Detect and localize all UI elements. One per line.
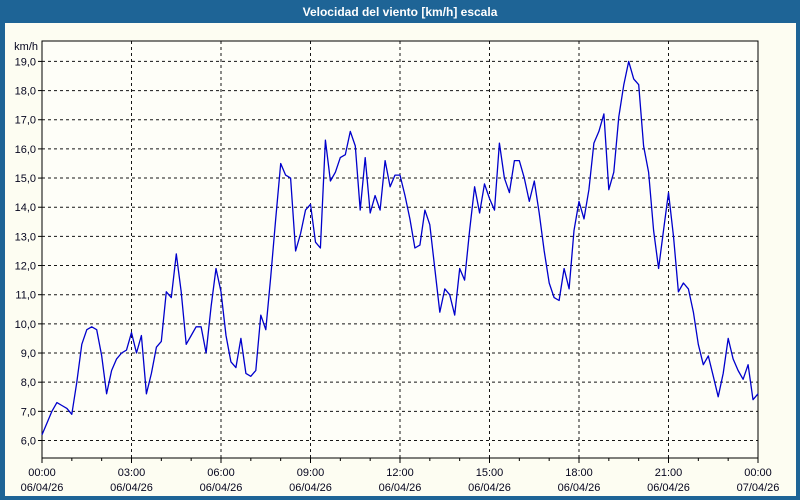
y-axis-unit-label: km/h (14, 41, 38, 53)
x-axis-time-label: 06:00 (207, 467, 235, 479)
y-axis-label: 17,0 (15, 115, 36, 127)
y-axis-label: 19,0 (15, 56, 36, 68)
plot-border (41, 40, 759, 459)
y-axis-label: 10,0 (15, 319, 36, 331)
x-axis-date-label: 06/04/26 (558, 482, 601, 494)
wind-speed-line (41, 60, 759, 435)
x-axis-date-label: 06/04/26 (468, 482, 511, 494)
x-axis-time-label: 18:00 (565, 467, 593, 479)
plot-area (42, 41, 758, 458)
x-axis-time-label: 00:00 (28, 467, 56, 479)
x-axis-date-label: 06/04/26 (289, 482, 332, 494)
x-axis-time-label: 09:00 (297, 467, 325, 479)
y-axis-label: 18,0 (15, 86, 36, 98)
x-axis-date-label: 06/04/26 (110, 482, 153, 494)
y-axis-label: 16,0 (15, 144, 36, 156)
x-axis-date-label: 07/04/26 (737, 482, 780, 494)
y-axis-label: 13,0 (15, 231, 36, 243)
y-axis-label: 6,0 (21, 436, 36, 448)
window-title: Velocidad del viento [km/h] escala (302, 4, 498, 19)
x-axis-date-label: 06/04/26 (200, 482, 243, 494)
y-axis-label: 8,0 (21, 377, 36, 389)
x-axis-time-label: 00:00 (744, 467, 772, 479)
window-title-bar: Velocidad del viento [km/h] escala (0, 0, 800, 23)
x-axis-date-label: 06/04/26 (379, 482, 422, 494)
x-axis-time-label: 03:00 (118, 467, 146, 479)
x-axis-time-label: 21:00 (655, 467, 683, 479)
y-axis-label: 12,0 (15, 261, 36, 273)
x-axis-date-label: 06/04/26 (21, 482, 64, 494)
y-axis-label: 7,0 (21, 406, 36, 418)
x-axis-time-label: 15:00 (476, 467, 504, 479)
x-axis-time-label: 12:00 (386, 467, 414, 479)
y-axis-label: 9,0 (21, 348, 36, 360)
x-axis-date-label: 06/04/26 (647, 482, 690, 494)
y-axis-label: 11,0 (15, 290, 36, 302)
y-axis-label: 14,0 (15, 202, 36, 214)
y-axis-label: 15,0 (15, 173, 36, 185)
